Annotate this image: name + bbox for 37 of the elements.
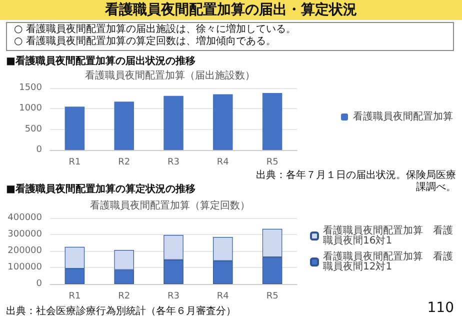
y-tick-label: 0 bbox=[36, 279, 42, 289]
y-tick-label: 1500 bbox=[19, 83, 42, 93]
y-tick-label: 300000 bbox=[8, 230, 42, 240]
text: 看護職員夜間配置加算の届出・算定状況 bbox=[0, 0, 462, 20]
legend-label: 看護職員夜間配置加算 看護職員夜間12対1 bbox=[323, 250, 453, 272]
y-tick-label: 0 bbox=[36, 145, 42, 155]
text: ■看護職員夜間配置加算の届出状況の推移 bbox=[6, 54, 196, 68]
text: ■看護職員夜間配置加算の算定状況の推移 bbox=[6, 182, 196, 196]
bar bbox=[64, 106, 85, 150]
y-tick-label: 1000 bbox=[19, 104, 42, 114]
bar bbox=[114, 102, 134, 150]
x-tick-label: R2 bbox=[118, 292, 130, 302]
legend-label: 看護職員夜間配置加算 看護職員夜間16対1 bbox=[323, 224, 453, 246]
x-tick-label: R1 bbox=[68, 292, 81, 302]
x-tick-label: R5 bbox=[266, 292, 278, 302]
chart-title: 看護職員夜間配置加算（届出施設数） bbox=[85, 70, 255, 82]
x-tick-label: R4 bbox=[216, 158, 230, 168]
x-tick-label: R1 bbox=[68, 158, 81, 168]
bar bbox=[262, 92, 282, 150]
text: 110 bbox=[427, 300, 454, 316]
text: ○ 看護職員夜間配置加算の算定回数は、増加傾向である。 bbox=[14, 36, 276, 48]
text: ○ 看護職員夜間配置加算の届出施設は、徐々に増加している。 bbox=[14, 24, 296, 36]
chart-title: 看護職員夜間配置加算（算定回数） bbox=[90, 200, 250, 212]
bar bbox=[213, 94, 233, 150]
x-tick-label: R5 bbox=[266, 158, 278, 168]
y-tick-label: 200000 bbox=[8, 246, 42, 256]
source-note: 出典：社会医療診療行為別統計（各年６月審査分） bbox=[6, 304, 236, 318]
bar bbox=[164, 96, 184, 150]
y-tick-label: 400000 bbox=[8, 213, 42, 223]
x-tick-label: R4 bbox=[216, 292, 230, 302]
legend-label: 看護職員夜間配置加算 bbox=[353, 110, 453, 122]
source-note: 出典：各年７月１日の届出状況。保険局医療課調べ。 bbox=[256, 170, 456, 194]
x-tick-label: R2 bbox=[118, 158, 130, 168]
y-tick-label: 500 bbox=[24, 124, 42, 134]
y-tick-label: 100000 bbox=[8, 262, 42, 272]
x-tick-label: R3 bbox=[168, 158, 180, 168]
x-tick-label: R3 bbox=[168, 292, 180, 302]
